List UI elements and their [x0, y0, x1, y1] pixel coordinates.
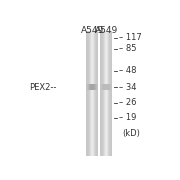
Text: PEX2--: PEX2--: [30, 83, 57, 92]
Text: – 34: – 34: [120, 83, 137, 92]
Text: A549: A549: [81, 26, 104, 35]
Text: – 26: – 26: [120, 98, 137, 107]
Text: A549: A549: [94, 26, 118, 35]
Text: – 19: – 19: [120, 113, 137, 122]
Text: – 48: – 48: [120, 66, 137, 75]
Text: (kD): (kD): [122, 129, 140, 138]
Text: – 85: – 85: [120, 44, 137, 53]
Text: – 117: – 117: [120, 33, 142, 42]
